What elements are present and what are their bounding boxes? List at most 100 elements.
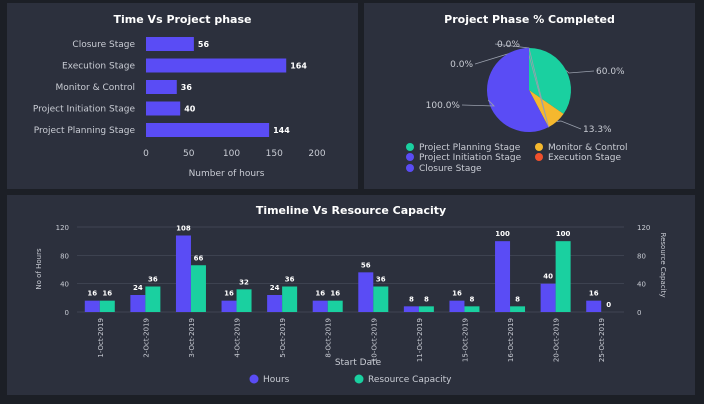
time-vs-phase-title: Time Vs Project phase bbox=[113, 13, 252, 26]
pie-slice bbox=[529, 48, 571, 114]
hours-data-label: 56 bbox=[361, 261, 371, 269]
data-label: 144 bbox=[273, 126, 290, 135]
x-tick-label: 150 bbox=[266, 149, 283, 159]
bar bbox=[146, 123, 270, 137]
slice-label: 0.0% bbox=[497, 40, 520, 50]
category-label: Monitor & Control bbox=[56, 83, 135, 93]
data-label: 56 bbox=[198, 40, 210, 49]
legend-label: Project Initiation Stage bbox=[419, 153, 522, 163]
category-label: Closure Stage bbox=[72, 40, 135, 50]
x-tick-label: 10-Oct-2019 bbox=[370, 318, 378, 362]
bar bbox=[146, 58, 287, 73]
legend-label-hours: Hours bbox=[263, 375, 290, 385]
resource-data-label: 16 bbox=[102, 290, 112, 298]
x-tick-label: 16-Oct-2019 bbox=[507, 318, 515, 362]
category-label: Project Planning Stage bbox=[34, 126, 136, 136]
category-label: Execution Stage bbox=[62, 62, 135, 72]
x-tick-label: 15-Oct-2019 bbox=[461, 318, 469, 362]
hours-data-label: 16 bbox=[87, 290, 97, 298]
y-tick-label: 120 bbox=[56, 224, 69, 232]
time-vs-phase-panel: Time Vs Project phase Closure Stage 56 Exe… bbox=[7, 3, 358, 189]
category-label: Project Initiation Stage bbox=[33, 105, 136, 115]
leader-line bbox=[474, 47, 549, 128]
data-label: 36 bbox=[181, 83, 193, 92]
phase-completed-title: Project Phase % Completed bbox=[444, 13, 615, 26]
y2-tick-label: 120 bbox=[637, 224, 650, 232]
resource-data-label: 66 bbox=[194, 254, 204, 262]
y2-axis-label: Resource Capacity bbox=[659, 233, 667, 298]
legend-marker bbox=[406, 164, 414, 172]
data-label: 164 bbox=[290, 62, 307, 71]
hours-data-label: 8 bbox=[409, 295, 414, 303]
resource-bar bbox=[190, 265, 206, 312]
x-tick-label: 50 bbox=[183, 149, 195, 159]
pie-slice bbox=[487, 48, 549, 132]
resource-data-label: 8 bbox=[515, 295, 520, 303]
legend-marker-hours bbox=[249, 374, 259, 384]
resource-data-label: 32 bbox=[239, 278, 249, 286]
x-tick-label: 200 bbox=[308, 149, 325, 159]
y2-tick-label: 40 bbox=[637, 281, 646, 289]
timeline-panel: Timeline Vs Resource Capacity 0 0 40 40 80 80… bbox=[7, 195, 695, 395]
hours-bar bbox=[540, 283, 556, 312]
data-label: 40 bbox=[184, 105, 196, 114]
hours-bar bbox=[312, 300, 328, 312]
y-tick-label: 0 bbox=[65, 309, 69, 317]
x-tick-label: 5-Oct-2019 bbox=[279, 318, 287, 358]
legend-marker bbox=[535, 143, 543, 151]
bar bbox=[146, 37, 194, 51]
slice-label: 13.3% bbox=[583, 125, 612, 135]
hours-data-label: 40 bbox=[543, 273, 553, 281]
hours-data-label: 16 bbox=[315, 290, 325, 298]
resource-data-label: 36 bbox=[148, 276, 158, 284]
resource-data-label: 100 bbox=[556, 230, 571, 238]
y2-tick-label: 0 bbox=[637, 309, 641, 317]
pie-slice bbox=[529, 90, 564, 128]
hours-data-label: 16 bbox=[589, 290, 599, 298]
legend-label: Closure Stage bbox=[419, 164, 482, 174]
x-tick-label: 0 bbox=[143, 149, 149, 159]
time-vs-phase-chart: Closure Stage 56 Execution Stage 164 Monitor… bbox=[33, 37, 326, 179]
legend-marker bbox=[406, 153, 414, 161]
hours-data-label: 24 bbox=[133, 284, 143, 292]
hours-bar bbox=[358, 272, 374, 312]
legend-label: Execution Stage bbox=[548, 153, 621, 163]
x-tick-label: 8-Oct-2019 bbox=[325, 318, 333, 358]
hours-bar bbox=[267, 295, 283, 312]
x-tick-label: 2-Oct-2019 bbox=[142, 318, 150, 358]
resource-bar bbox=[464, 306, 480, 312]
hours-bar bbox=[403, 306, 419, 312]
x-tick-label: 100 bbox=[223, 149, 240, 159]
hours-bar bbox=[449, 300, 465, 312]
resource-bar bbox=[145, 286, 161, 312]
resource-data-label: 8 bbox=[424, 295, 429, 303]
y2-tick-label: 80 bbox=[637, 252, 646, 260]
x-tick-label: 11-Oct-2019 bbox=[416, 318, 424, 362]
hours-bar bbox=[175, 235, 191, 312]
hours-data-label: 100 bbox=[495, 230, 510, 238]
resource-bar bbox=[282, 286, 298, 312]
resource-data-label: 8 bbox=[470, 295, 475, 303]
resource-bar bbox=[373, 286, 389, 312]
phase-completed-chart: 60.0% 13.3% 0.0% 0.0% 100.0% Project Planning… bbox=[406, 40, 627, 174]
leader-line bbox=[565, 70, 595, 74]
leader-line bbox=[556, 120, 582, 130]
bar bbox=[146, 80, 177, 94]
resource-bar bbox=[327, 300, 343, 312]
leader-line bbox=[461, 99, 495, 107]
hours-bar bbox=[221, 300, 237, 312]
hours-data-label: 16 bbox=[224, 290, 234, 298]
hours-data-label: 108 bbox=[176, 225, 191, 233]
legend-marker-resource bbox=[354, 374, 364, 384]
resource-bar bbox=[555, 241, 571, 312]
resource-bar bbox=[418, 306, 434, 312]
resource-bar bbox=[510, 306, 526, 312]
timeline-title: Timeline Vs Resource Capacity bbox=[255, 204, 447, 217]
y-axis-label: No of Hours bbox=[35, 248, 43, 290]
legend-marker bbox=[535, 153, 543, 161]
resource-data-label: 0 bbox=[606, 301, 611, 309]
x-tick-label: 3-Oct-2019 bbox=[188, 318, 196, 358]
x-tick-label: 4-Oct-2019 bbox=[234, 318, 242, 358]
x-tick-label: 1-Oct-2019 bbox=[97, 318, 105, 358]
